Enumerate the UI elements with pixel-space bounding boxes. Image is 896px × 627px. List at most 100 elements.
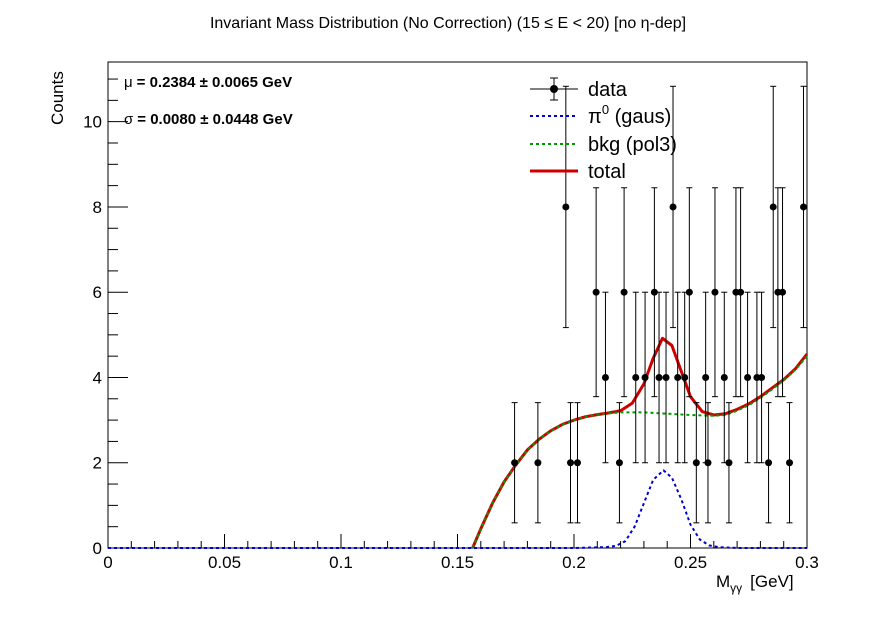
data-point xyxy=(681,291,689,464)
legend-pi0-superscript: 0 xyxy=(602,102,609,117)
data-marker xyxy=(765,459,773,467)
data-marker xyxy=(800,203,808,211)
stat-sigma-symbol: σ xyxy=(124,111,134,128)
data-marker xyxy=(704,459,712,467)
data-marker xyxy=(786,459,794,467)
data-marker xyxy=(711,288,719,296)
data-point xyxy=(511,402,519,524)
data-point xyxy=(674,291,682,464)
data-marker xyxy=(511,459,519,467)
x-axis-label-main: M xyxy=(716,572,730,591)
x-tick-label: 0.2 xyxy=(562,553,586,572)
data-point xyxy=(567,402,575,524)
data-point xyxy=(786,402,794,524)
y-tick-label: 4 xyxy=(93,368,102,387)
legend-data-label: data xyxy=(588,79,628,101)
data-point xyxy=(765,402,773,524)
data-marker xyxy=(632,373,640,381)
legend-pi0-label: π0 (gaus) xyxy=(588,102,671,128)
curve--0-gaus xyxy=(108,469,807,549)
y-axis-label: Counts xyxy=(48,71,67,125)
legend-pi0-rest: (gaus) xyxy=(609,106,671,128)
data-point xyxy=(737,187,745,398)
x-tick-label: 0 xyxy=(103,553,112,572)
data-point xyxy=(769,85,777,329)
legend-total-label: total xyxy=(588,161,626,183)
data-marker xyxy=(567,459,575,467)
data-marker xyxy=(573,459,581,467)
data-point xyxy=(641,291,649,464)
data-point xyxy=(620,187,628,398)
x-axis: 0 0.05 0.1 0.15 0.2 0.25 0.3 xyxy=(103,534,819,572)
x-tick-label: 0.3 xyxy=(795,553,819,572)
data-marker xyxy=(758,373,766,381)
data-marker xyxy=(681,373,689,381)
data-point xyxy=(592,187,600,398)
data-marker xyxy=(674,373,682,381)
curve-total xyxy=(471,336,809,549)
stat-mu-symbol: μ xyxy=(124,74,133,91)
legend-data-marker xyxy=(550,85,558,93)
data-marker xyxy=(650,288,658,296)
y-tick-label: 6 xyxy=(93,283,102,302)
stat-mu: μ = 0.2384 ± 0.0065 GeV xyxy=(124,74,292,91)
data-marker xyxy=(662,373,670,381)
data-marker xyxy=(641,373,649,381)
data-marker xyxy=(615,459,623,467)
stat-sigma: σ = 0.0080 ± 0.0448 GeV xyxy=(124,111,293,128)
data-marker xyxy=(655,373,663,381)
data-marker xyxy=(601,373,609,381)
data-point xyxy=(632,291,640,464)
data-marker xyxy=(779,288,787,296)
legend-entry-bkg: bkg (pol3) xyxy=(530,134,677,156)
data-marker xyxy=(534,459,542,467)
data-point xyxy=(650,187,658,398)
data-point xyxy=(655,291,663,464)
data-point xyxy=(779,187,787,398)
data-marker xyxy=(669,203,677,211)
legend-entry-total: total xyxy=(530,161,626,183)
x-axis-label-unit: [GeV] xyxy=(750,572,793,591)
x-axis-label: Mγγ [GeV] xyxy=(716,572,794,595)
data-point xyxy=(744,291,752,464)
data-point xyxy=(685,187,693,398)
data-marker xyxy=(592,288,600,296)
x-tick-label: 0.25 xyxy=(674,553,707,572)
x-axis-label-subscript: γγ xyxy=(730,581,742,595)
x-tick-label: 0.1 xyxy=(329,553,353,572)
stat-sigma-text: = 0.0080 ± 0.0448 GeV xyxy=(137,111,292,128)
data-point xyxy=(615,402,623,524)
data-marker xyxy=(744,373,752,381)
y-tick-label: 10 xyxy=(83,113,102,132)
y-tick-label: 0 xyxy=(93,539,102,558)
data-point xyxy=(692,402,700,524)
data-point xyxy=(704,402,712,524)
data-marker xyxy=(725,459,733,467)
chart-title: Invariant Mass Distribution (No Correcti… xyxy=(210,15,686,32)
data-marker xyxy=(692,459,700,467)
legend-entry-data: data xyxy=(530,77,628,101)
data-point xyxy=(800,85,808,329)
legend-pi0-symbol: π xyxy=(588,106,602,128)
data-marker xyxy=(685,288,693,296)
data-point xyxy=(720,291,728,464)
data-point xyxy=(601,291,609,464)
data-point xyxy=(669,85,677,329)
stats-box: μ = 0.2384 ± 0.0065 GeV σ = 0.0080 ± 0.044… xyxy=(124,74,293,128)
data-point xyxy=(758,291,766,464)
data-point xyxy=(662,291,670,464)
x-tick-label: 0.05 xyxy=(208,553,241,572)
data-marker xyxy=(720,373,728,381)
y-axis: 0 2 4 6 8 10 xyxy=(83,78,128,558)
data-marker xyxy=(620,288,628,296)
legend-bkg-label: bkg (pol3) xyxy=(588,134,677,156)
y-tick-label: 8 xyxy=(93,198,102,217)
data-point xyxy=(725,402,733,524)
data-point xyxy=(562,85,570,329)
data-points xyxy=(511,85,808,524)
stat-mu-text: = 0.2384 ± 0.0065 GeV xyxy=(137,74,292,91)
data-point xyxy=(711,187,719,398)
data-point xyxy=(534,402,542,524)
